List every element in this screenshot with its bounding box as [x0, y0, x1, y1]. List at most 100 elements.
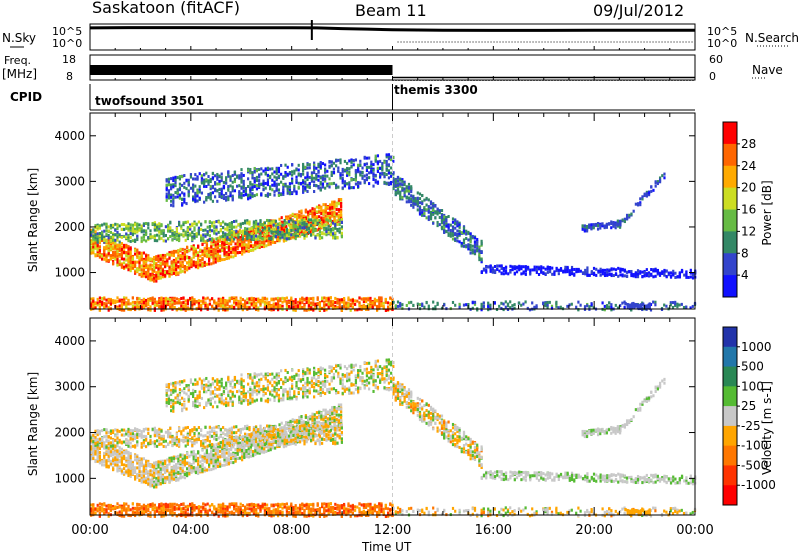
power-cell — [200, 308, 203, 312]
velocity-cell — [224, 506, 227, 510]
power-cell — [524, 300, 527, 304]
velocity-cell — [265, 440, 268, 444]
velocity-cell — [201, 462, 204, 466]
power-cell — [164, 265, 167, 269]
power-cell — [255, 308, 258, 312]
power-cell — [300, 211, 303, 215]
power-cell — [243, 238, 246, 242]
velocity-cell — [109, 459, 112, 463]
power-cell — [678, 303, 681, 307]
power-cell — [292, 305, 295, 309]
power-cell — [142, 271, 145, 275]
velocity-cell — [155, 471, 158, 475]
power-cell — [252, 306, 255, 310]
power-cell — [127, 298, 130, 302]
power-cell — [136, 305, 139, 309]
power-cell — [443, 303, 446, 307]
velocity-cell — [278, 423, 281, 427]
power-cell — [247, 239, 250, 243]
power-cell — [270, 298, 273, 302]
velocity-cell — [127, 504, 130, 508]
velocity-cell — [134, 512, 137, 516]
velocity-cell — [263, 441, 266, 445]
velocity-cell — [149, 471, 152, 475]
power-cell — [138, 265, 141, 269]
velocity-cell — [160, 506, 163, 510]
power-cell — [241, 249, 244, 253]
velocity-cell — [246, 507, 249, 511]
x-axis-label: Time UT — [362, 540, 412, 554]
power-cell — [155, 277, 158, 281]
power-cell — [188, 259, 191, 263]
velocity-cell — [169, 508, 172, 512]
power-cell — [96, 297, 99, 301]
velocity-cell — [299, 510, 302, 514]
power-cell — [210, 255, 213, 259]
velocity-cell — [129, 462, 132, 466]
velocity-cell — [288, 507, 291, 511]
velocity-cell — [210, 468, 213, 472]
power-cell — [188, 256, 191, 260]
power-cell — [280, 229, 283, 233]
power-cell — [103, 250, 106, 254]
velocity-cell — [260, 431, 264, 435]
power-cell — [157, 273, 160, 277]
velocity-cell — [247, 447, 250, 451]
power-cell — [134, 261, 137, 265]
power-cell — [230, 239, 233, 243]
power-cell — [244, 299, 247, 303]
power-cell — [327, 300, 330, 304]
power-cell — [197, 257, 200, 261]
velocity-cell — [182, 502, 185, 506]
velocity-cell — [127, 460, 130, 464]
velocity-cell — [175, 503, 178, 507]
velocity-cell — [321, 502, 324, 506]
power-cell — [171, 300, 174, 304]
power-cell — [396, 300, 400, 304]
power-cell — [340, 300, 343, 304]
velocity-cell — [296, 511, 299, 515]
velocity-cell — [145, 510, 148, 514]
velocity-cell — [243, 445, 246, 449]
power-cell — [354, 308, 357, 312]
power-cell — [153, 308, 156, 312]
power-cell — [279, 305, 282, 309]
velocity-cell — [376, 511, 379, 515]
velocity-cell — [120, 463, 123, 467]
velocity-cell — [305, 505, 308, 509]
power-cell — [129, 269, 132, 273]
power-cell — [269, 223, 272, 227]
velocity-cell — [170, 473, 173, 477]
velocity-cell — [134, 470, 137, 474]
velocity-cell — [145, 507, 148, 511]
freq-tick-bottom: 8 — [66, 70, 73, 83]
velocity-cell — [208, 463, 211, 467]
velocity-cell — [263, 450, 266, 454]
velocity-cell — [170, 470, 173, 474]
power-cell — [299, 301, 302, 305]
velocity-cell — [351, 507, 354, 511]
velocity-cell — [384, 503, 387, 507]
velocity-cell — [232, 461, 235, 465]
velocity-cell — [285, 509, 288, 513]
velocity-cell — [197, 459, 200, 463]
velocity-cell — [216, 465, 220, 469]
velocity-cell — [142, 512, 145, 516]
power-cell — [164, 273, 167, 277]
power-cell — [98, 255, 101, 259]
power-cell — [138, 268, 141, 272]
power-cell — [162, 308, 165, 312]
power-cell — [329, 304, 332, 308]
velocity-cell — [270, 510, 273, 514]
velocity-cell — [129, 472, 132, 476]
velocity-cell — [105, 460, 108, 464]
velocity-cell — [164, 468, 167, 472]
power-cell — [112, 299, 115, 303]
velocity-cell — [268, 510, 271, 514]
power-cell — [299, 297, 302, 301]
power-cell — [669, 303, 672, 307]
velocity-cell — [94, 447, 97, 451]
velocity-cell — [179, 475, 182, 479]
power-cell — [278, 217, 281, 221]
power-cell — [177, 254, 180, 258]
